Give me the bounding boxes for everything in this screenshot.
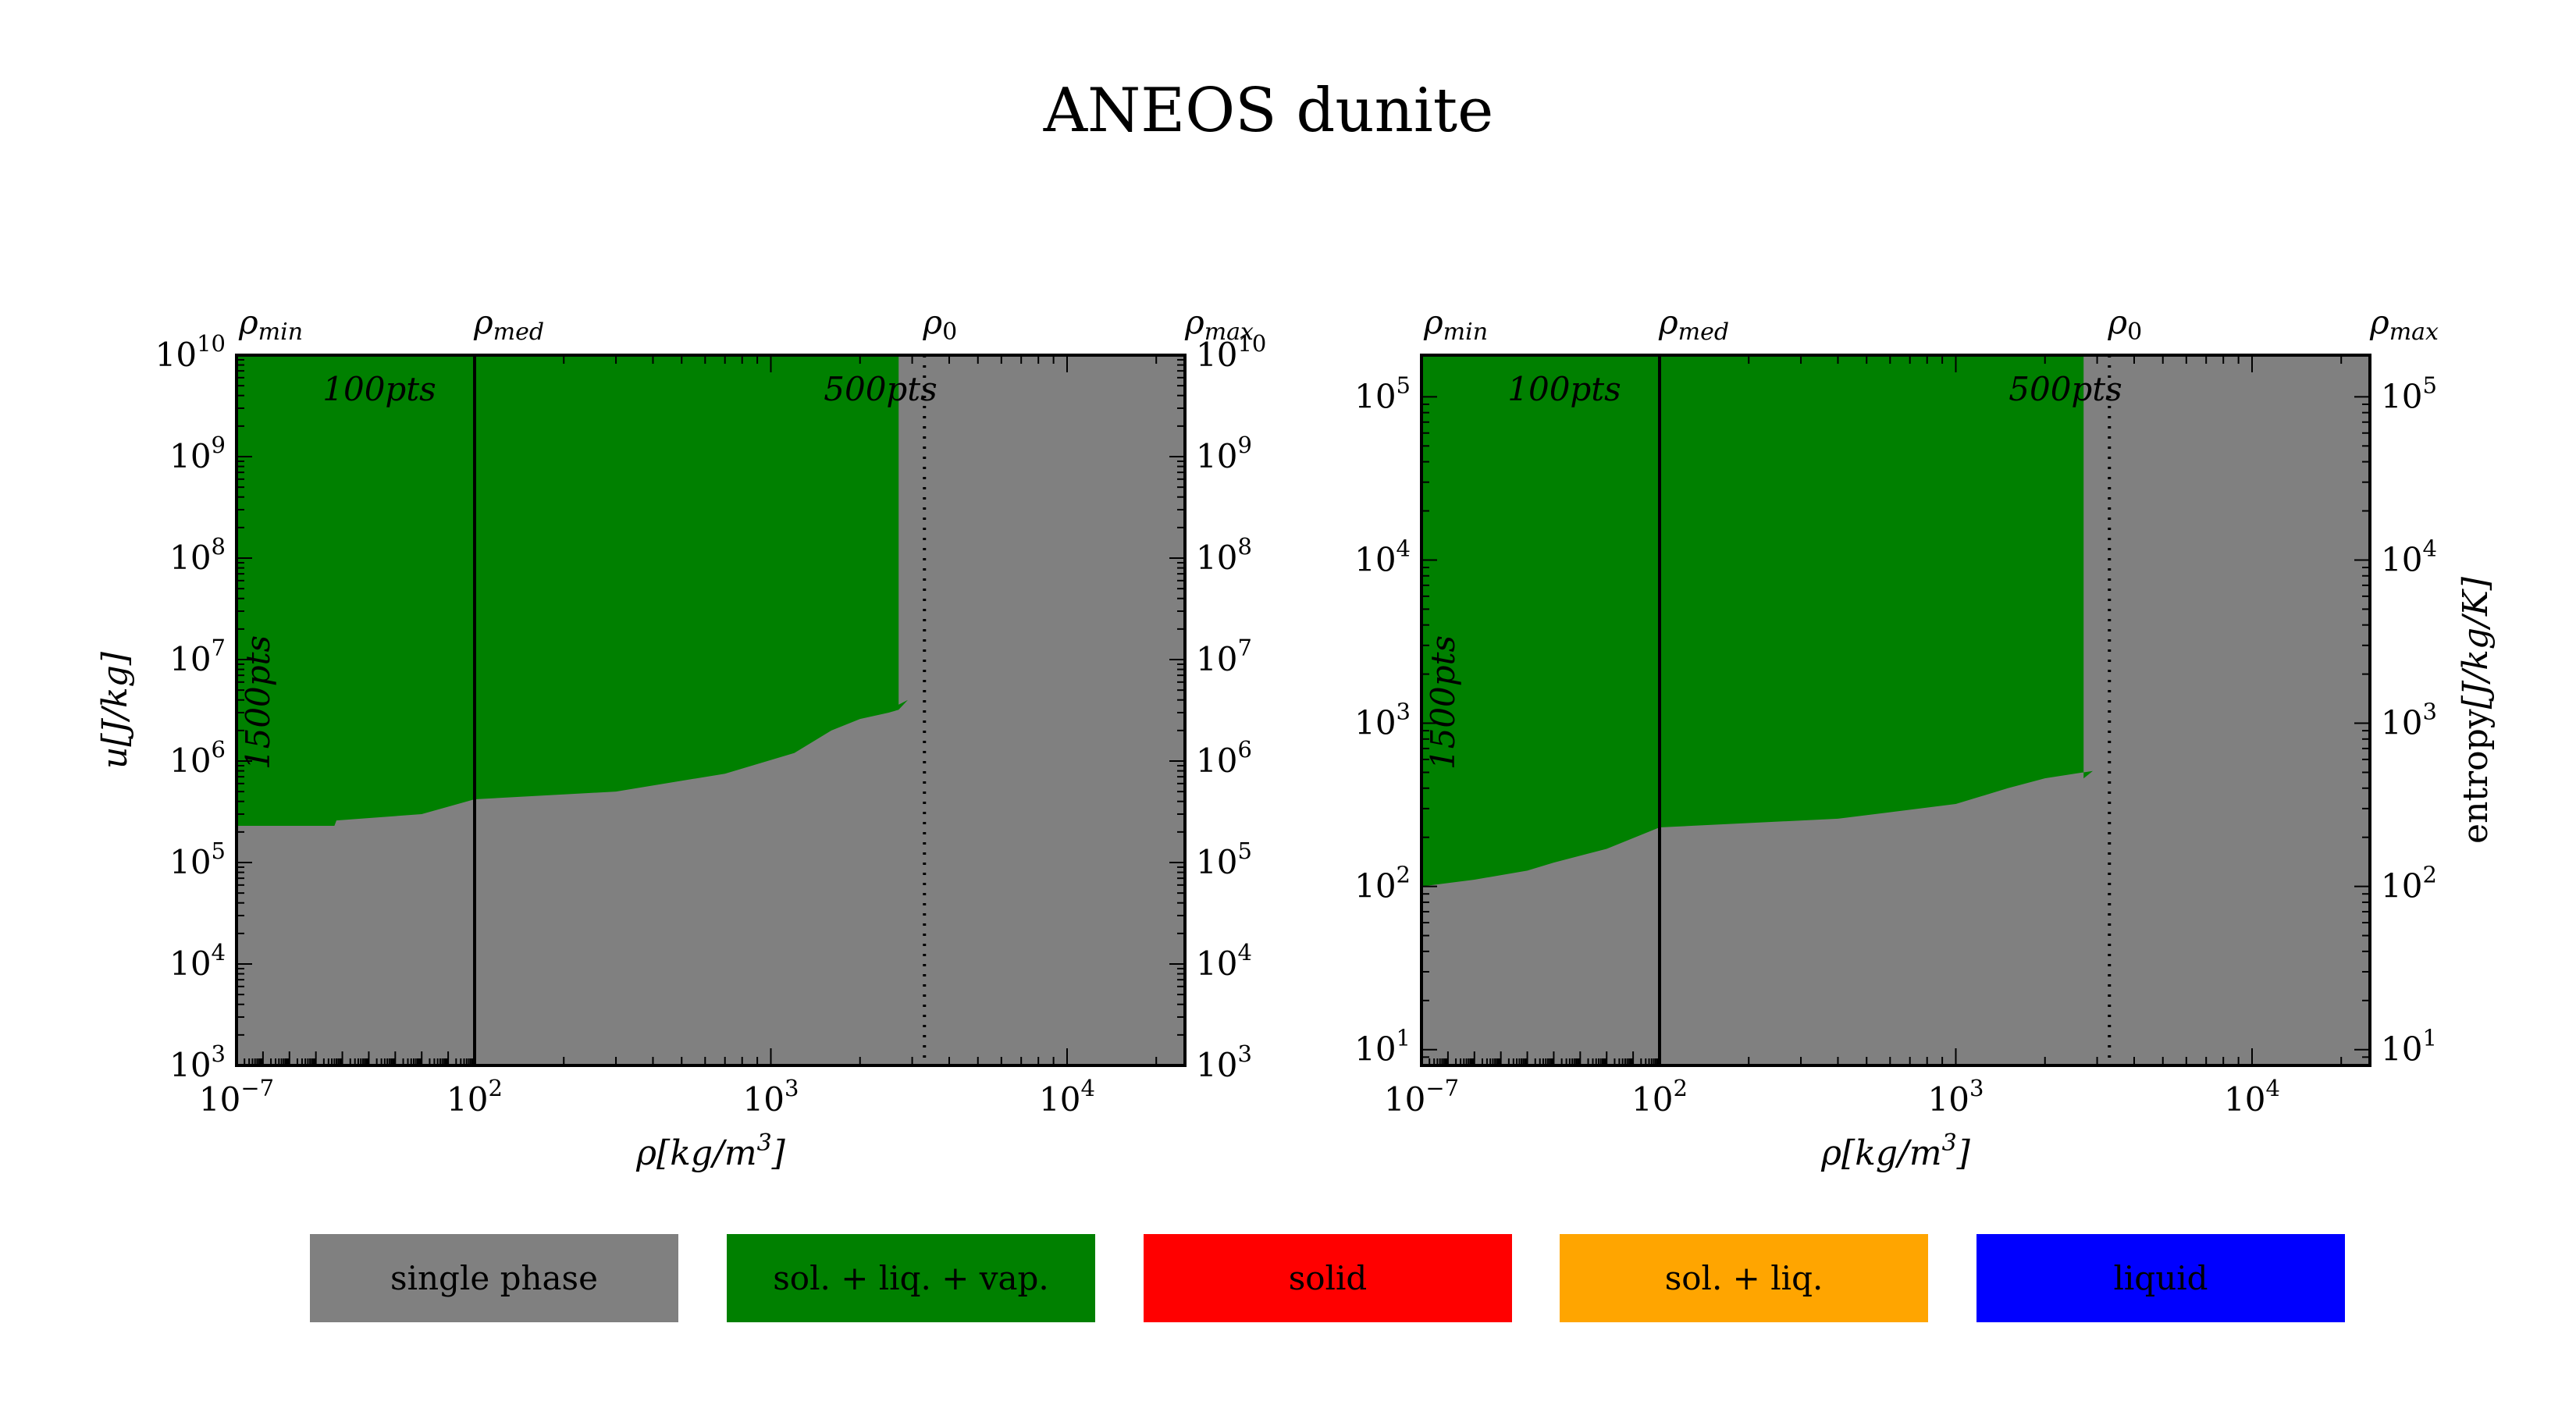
annotation-500pts: 500pts <box>824 370 937 408</box>
y-tick-label-right: 105 <box>1196 838 1252 881</box>
rho-min-marker: ρmin <box>238 303 303 346</box>
x-tick-label: 10−7 <box>199 1075 274 1119</box>
legend-item-solid: solid <box>1144 1234 1512 1322</box>
legend-item-sol-liq: sol. + liq. <box>1560 1234 1928 1322</box>
y-tick-label-left: 103 <box>169 1040 226 1084</box>
x-tick-label: 103 <box>743 1075 799 1119</box>
y-tick-label-left: 103 <box>1354 699 1411 742</box>
y-tick-label-right: 1010 <box>1196 330 1266 374</box>
y-tick-label-right: 105 <box>2381 372 2437 415</box>
annotation-100pts: 100pts <box>1507 370 1621 408</box>
y-tick-label-right: 106 <box>1196 736 1252 780</box>
y-tick-label-left: 109 <box>169 432 226 475</box>
x-axis-label: ρ[kg/m3] <box>635 1129 786 1173</box>
legend-item-liquid: liquid <box>1976 1234 2345 1322</box>
annotation-1500pts: 1500pts <box>239 635 277 770</box>
rho-0-marker: ρ0 <box>922 303 957 346</box>
y-tick-label-right: 101 <box>2381 1025 2437 1069</box>
x-tick-label: 104 <box>2224 1075 2280 1119</box>
rho-max-marker: ρmax <box>1184 303 1254 346</box>
slv-phase-region <box>237 355 908 826</box>
y-tick-label-right: 108 <box>1196 533 1252 577</box>
x-tick-label: 102 <box>447 1075 503 1119</box>
annotation-1500pts: 1500pts <box>1424 635 1462 770</box>
y-axis-label-right: entropy[J/kg/K] <box>2456 576 2496 844</box>
y-tick-label-right: 103 <box>2381 699 2437 742</box>
rho-max-marker: ρmax <box>2369 303 2439 346</box>
legend-label-sol-liq-vap: sol. + liq. + vap. <box>773 1259 1049 1297</box>
y-tick-label-right: 109 <box>1196 432 1252 475</box>
y-tick-label-left: 106 <box>169 736 226 780</box>
x-tick-label: 10−7 <box>1384 1075 1459 1119</box>
chart-title: ANEOS dunite <box>1043 76 1494 146</box>
entropy-rho-plot: 101 101 102 102 103 103 104 104 105 105 10−7 102 103… <box>1354 303 2496 1173</box>
y-tick-label-left: 108 <box>169 533 226 577</box>
legend-label-solid: solid <box>1288 1259 1368 1297</box>
legend: single phase sol. + liq. + vap. solid so… <box>0 1234 2576 1325</box>
legend-label-single-phase: single phase <box>390 1259 598 1297</box>
annotation-500pts: 500pts <box>2008 370 2122 408</box>
y-tick-label-right: 104 <box>2381 535 2437 578</box>
rho-med-marker: ρmed <box>473 303 544 346</box>
u-rho-plot: 103 103 104 104 105 105 106 106 107 107 108 108 109 1… <box>95 303 1266 1173</box>
legend-label-sol-liq: sol. + liq. <box>1664 1259 1823 1297</box>
rho-min-marker: ρmin <box>1423 303 1488 346</box>
y-tick-label-left: 101 <box>1354 1025 1411 1069</box>
y-tick-label-left: 104 <box>1354 535 1411 578</box>
plot-frame <box>1420 354 2371 1067</box>
slv-phase-region <box>1421 355 2093 887</box>
x-axis-label: ρ[kg/m3] <box>1820 1129 1971 1173</box>
x-tick-label: 102 <box>1631 1075 1688 1119</box>
rho-0-marker: ρ0 <box>2107 303 2142 346</box>
y-tick-label-left: 104 <box>169 939 226 983</box>
y-tick-label-left: 105 <box>169 838 226 881</box>
legend-item-sol-liq-vap: sol. + liq. + vap. <box>727 1234 1095 1322</box>
legend-item-single-phase: single phase <box>310 1234 678 1322</box>
y-tick-label-left: 1010 <box>155 330 226 374</box>
y-tick-label-left: 102 <box>1354 862 1411 905</box>
y-tick-label-right: 102 <box>2381 862 2437 905</box>
plot-frame <box>235 354 1187 1067</box>
legend-label-liquid: liquid <box>2113 1259 2208 1297</box>
y-tick-label-right: 104 <box>1196 939 1252 983</box>
y-tick-label-left: 107 <box>169 635 226 678</box>
y-tick-label-left: 105 <box>1354 372 1411 415</box>
y-axis-label: u[J/kg] <box>95 651 135 769</box>
annotation-100pts: 100pts <box>322 370 436 408</box>
y-tick-label-right: 107 <box>1196 635 1252 678</box>
x-tick-label: 104 <box>1039 1075 1095 1119</box>
x-tick-label: 103 <box>1928 1075 1984 1119</box>
y-tick-label-right: 103 <box>1196 1040 1252 1084</box>
rho-med-marker: ρmed <box>1658 303 1729 346</box>
